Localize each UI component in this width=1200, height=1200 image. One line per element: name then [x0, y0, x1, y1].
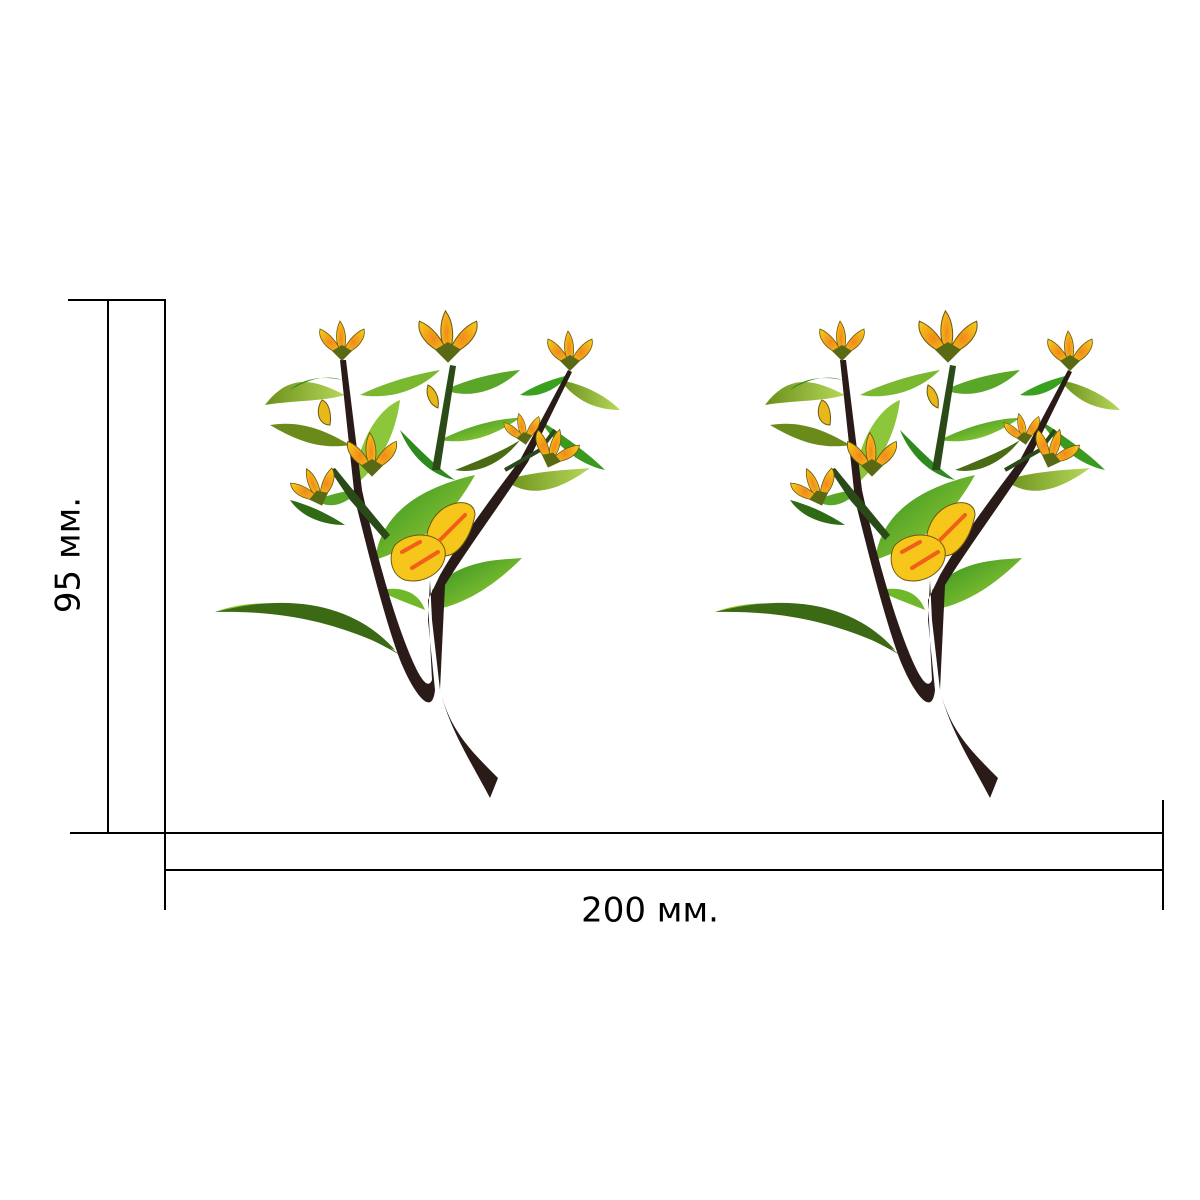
- width-label: 200 мм.: [581, 891, 719, 931]
- plant-right: [715, 311, 1120, 798]
- height-dimension: [68, 299, 166, 834]
- width-dimension: [164, 800, 1164, 910]
- height-label: 95 мм.: [49, 497, 89, 613]
- plant-left: [215, 311, 620, 798]
